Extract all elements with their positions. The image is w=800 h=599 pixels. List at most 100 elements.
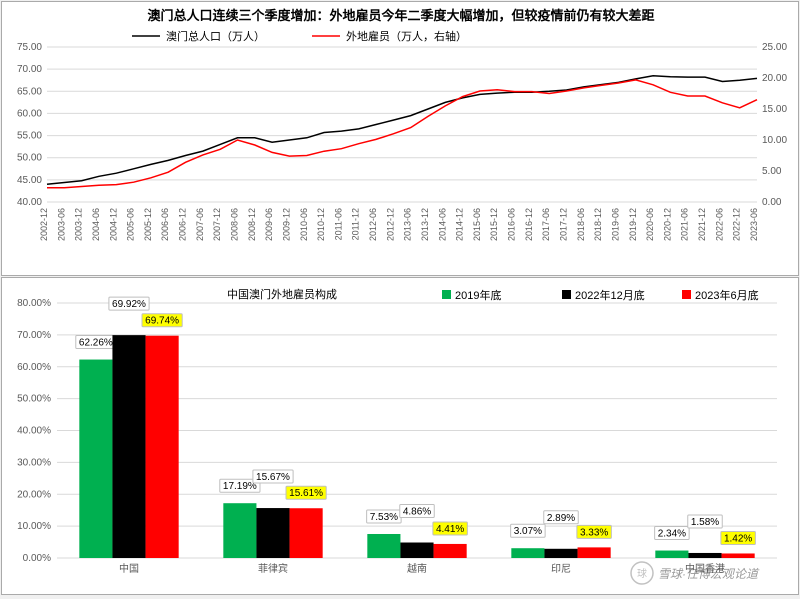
svg-text:7.53%: 7.53%	[370, 512, 398, 523]
svg-text:2008-06: 2008-06	[229, 208, 239, 241]
svg-text:2012-06: 2012-06	[368, 208, 378, 241]
svg-text:2016-12: 2016-12	[524, 208, 534, 241]
svg-text:1.58%: 1.58%	[691, 517, 719, 528]
svg-text:澳门总人口（万人）: 澳门总人口（万人）	[166, 29, 265, 43]
chart-title: 中国澳门外地雇员构成	[227, 287, 337, 301]
svg-text:2022-12: 2022-12	[732, 208, 742, 241]
svg-text:2016-06: 2016-06	[507, 208, 517, 241]
svg-text:2018-06: 2018-06	[576, 208, 586, 241]
svg-text:2010-06: 2010-06	[299, 208, 309, 241]
svg-text:17.19%: 17.19%	[223, 481, 257, 492]
svg-text:45.00: 45.00	[17, 175, 42, 186]
svg-text:2011-06: 2011-06	[333, 208, 343, 240]
svg-text:60.00: 60.00	[17, 108, 42, 119]
svg-text:20.00%: 20.00%	[17, 489, 51, 500]
svg-text:2019-06: 2019-06	[610, 208, 620, 241]
svg-text:0.00: 0.00	[762, 197, 782, 208]
svg-text:2006-06: 2006-06	[160, 208, 170, 241]
svg-text:20.00: 20.00	[762, 73, 787, 84]
legend: 2019年底 2022年12月底 2023年6月底	[442, 288, 759, 302]
svg-text:2021-12: 2021-12	[697, 208, 707, 241]
svg-text:2013-06: 2013-06	[403, 208, 413, 241]
svg-text:2013-12: 2013-12	[420, 208, 430, 241]
svg-text:菲律宾: 菲律宾	[258, 562, 288, 575]
bar	[400, 543, 433, 558]
svg-text:2019-12: 2019-12	[628, 208, 638, 241]
legend: 澳门总人口（万人）外地雇员（万人，右轴）	[132, 29, 467, 43]
svg-text:15.67%: 15.67%	[256, 472, 290, 483]
svg-text:印尼: 印尼	[551, 563, 571, 575]
top-line-chart: 澳门总人口连续三个季度增加：外地雇员今年二季度大幅增加，但较疫情前仍有较大差距澳…	[1, 1, 799, 276]
svg-text:70.00: 70.00	[17, 64, 42, 75]
svg-text:2023年6月底: 2023年6月底	[695, 288, 759, 302]
svg-text:4.41%: 4.41%	[436, 524, 464, 535]
bar	[578, 547, 611, 558]
svg-text:55.00: 55.00	[17, 131, 42, 142]
svg-text:2005-06: 2005-06	[126, 208, 136, 241]
svg-text:2015-06: 2015-06	[472, 208, 482, 241]
svg-text:3.33%: 3.33%	[580, 527, 608, 538]
svg-text:2010-12: 2010-12	[316, 208, 326, 241]
svg-text:2004-12: 2004-12	[108, 208, 118, 241]
svg-text:2006-12: 2006-12	[178, 208, 188, 241]
bar	[511, 548, 544, 558]
svg-text:15.61%: 15.61%	[289, 488, 323, 499]
svg-text:65.00: 65.00	[17, 86, 42, 97]
line-series	[47, 80, 757, 188]
bar	[722, 553, 755, 558]
svg-text:40.00: 40.00	[17, 197, 42, 208]
svg-text:50.00%: 50.00%	[17, 394, 51, 405]
svg-text:40.00%: 40.00%	[17, 426, 51, 437]
svg-text:2008-12: 2008-12	[247, 208, 257, 241]
svg-text:10.00: 10.00	[762, 135, 787, 146]
svg-text:2022-06: 2022-06	[714, 208, 724, 241]
svg-text:2.34%: 2.34%	[658, 529, 686, 540]
svg-text:2014-12: 2014-12	[455, 208, 465, 241]
bar	[223, 503, 256, 558]
bar	[367, 534, 400, 558]
svg-text:75.00: 75.00	[17, 42, 42, 53]
bar	[112, 335, 145, 558]
svg-text:15.00: 15.00	[762, 104, 787, 115]
svg-text:球: 球	[637, 567, 647, 580]
svg-text:2003-12: 2003-12	[74, 208, 84, 241]
svg-text:1.42%: 1.42%	[724, 533, 752, 544]
svg-text:2022年12月底: 2022年12月底	[575, 288, 645, 302]
svg-text:60.00%: 60.00%	[17, 362, 51, 373]
svg-text:2003-06: 2003-06	[56, 208, 66, 241]
bar	[79, 360, 112, 558]
svg-text:2005-12: 2005-12	[143, 208, 153, 241]
svg-text:10.00%: 10.00%	[17, 521, 51, 532]
svg-text:2017-12: 2017-12	[559, 208, 569, 241]
svg-text:2011-12: 2011-12	[351, 208, 361, 240]
svg-text:2007-12: 2007-12	[212, 208, 222, 241]
bar	[655, 551, 688, 558]
bar	[256, 508, 289, 558]
svg-text:雪球·任博宏观论道: 雪球·任博宏观论道	[658, 567, 760, 581]
svg-text:70.00%: 70.00%	[17, 330, 51, 341]
bottom-bar-chart: 中国澳门外地雇员构成 2019年底 2022年12月底 2023年6月底 0.00% 10…	[1, 277, 799, 595]
svg-text:2019年底: 2019年底	[455, 288, 501, 302]
svg-text:69.74%: 69.74%	[145, 316, 179, 327]
svg-text:2014-06: 2014-06	[437, 208, 447, 241]
svg-text:2017-06: 2017-06	[541, 208, 551, 241]
svg-text:2.89%: 2.89%	[547, 513, 575, 524]
svg-text:2004-06: 2004-06	[91, 208, 101, 241]
svg-text:62.26%: 62.26%	[79, 338, 113, 349]
bar	[146, 336, 179, 558]
bar	[290, 508, 323, 558]
svg-text:0.00%: 0.00%	[23, 553, 51, 564]
svg-text:2018-12: 2018-12	[593, 208, 603, 241]
svg-text:25.00: 25.00	[762, 42, 787, 53]
svg-text:30.00%: 30.00%	[17, 457, 51, 468]
svg-text:2007-06: 2007-06	[195, 208, 205, 241]
svg-text:中国: 中国	[119, 562, 139, 575]
svg-text:5.00: 5.00	[762, 166, 782, 177]
svg-text:3.07%: 3.07%	[514, 526, 542, 537]
bar	[688, 553, 721, 558]
chart-title: 澳门总人口连续三个季度增加：外地雇员今年二季度大幅增加，但较疫情前仍有较大差距	[147, 8, 654, 23]
svg-text:2012-12: 2012-12	[385, 208, 395, 241]
bar	[434, 544, 467, 558]
svg-text:50.00: 50.00	[17, 153, 42, 164]
svg-text:4.86%: 4.86%	[403, 507, 431, 518]
